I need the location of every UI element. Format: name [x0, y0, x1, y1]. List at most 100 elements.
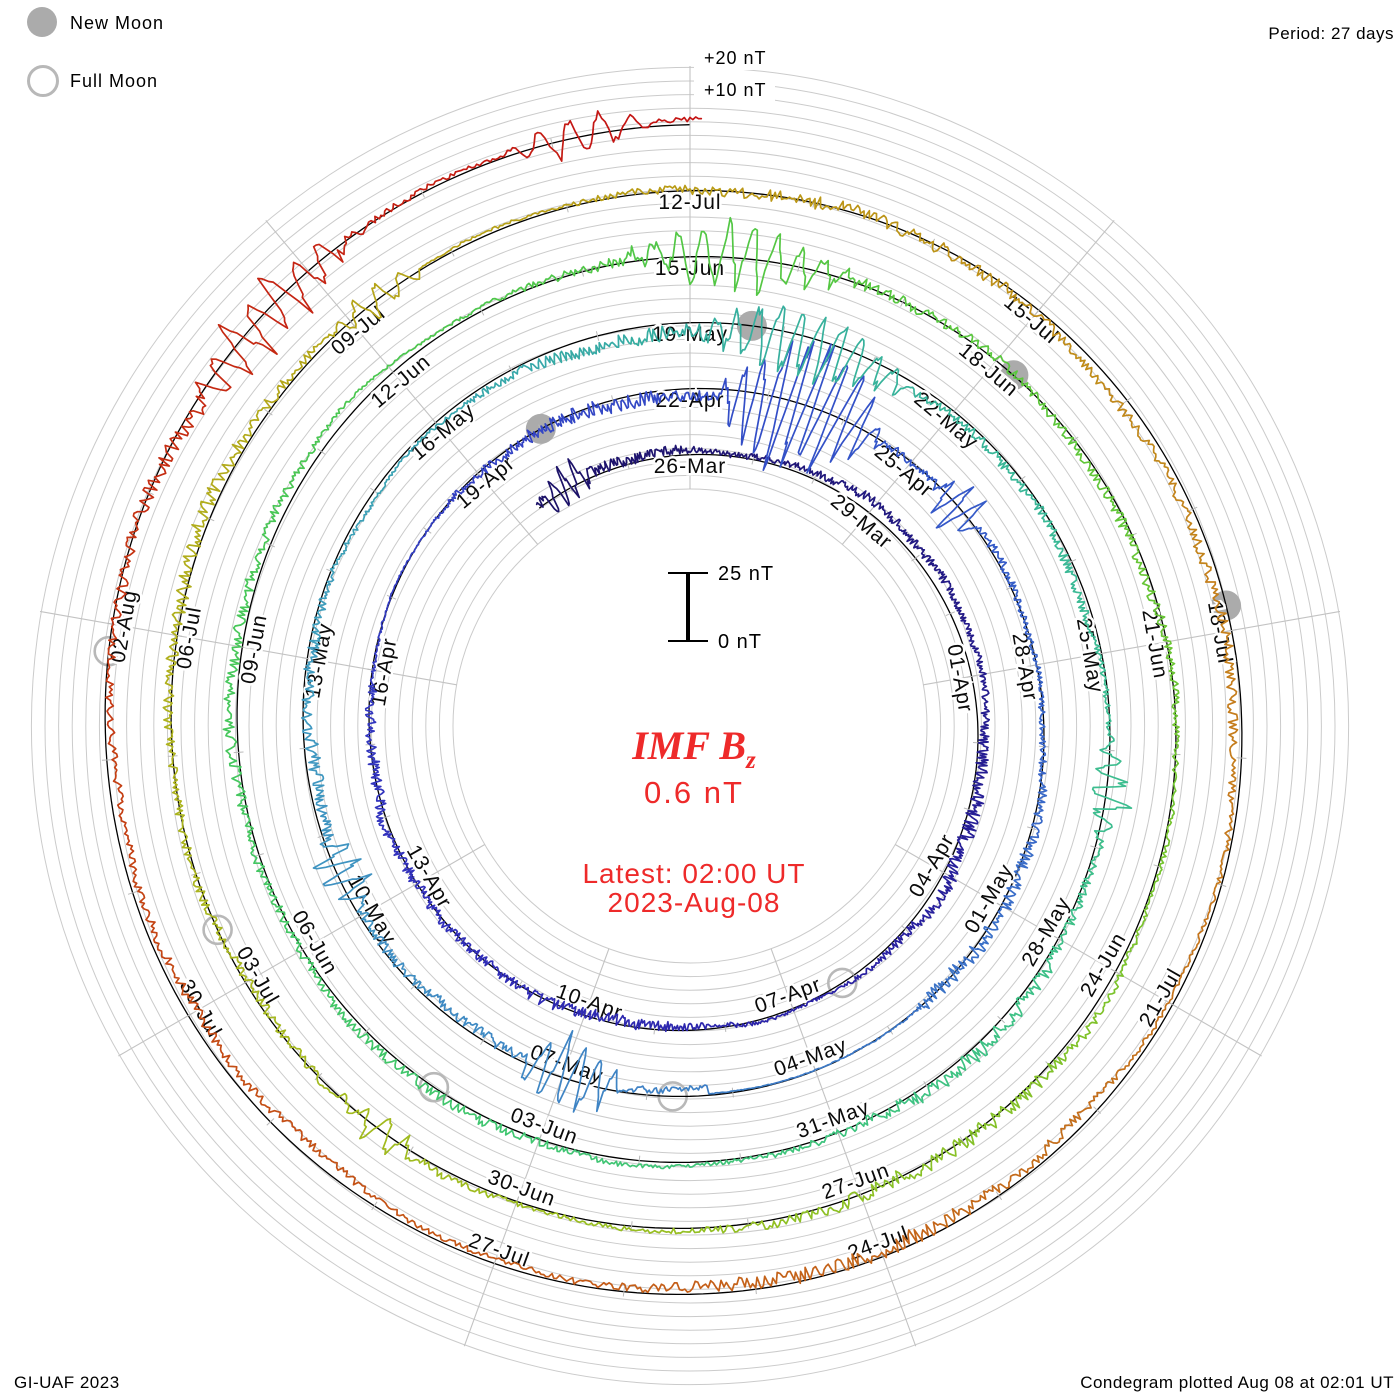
day-tick — [127, 890, 138, 895]
bz-trace-segment — [1037, 1001, 1106, 1080]
bz-trace-segment — [797, 465, 854, 492]
day-tick — [901, 925, 910, 933]
bz-trace-segment — [661, 377, 729, 404]
bz-trace-segment — [669, 216, 761, 297]
day-tick — [622, 1286, 625, 1297]
full-moon-marker — [202, 914, 233, 946]
day-tick — [945, 611, 955, 617]
bz-trace-segment — [285, 931, 338, 1010]
day-tick — [362, 1027, 371, 1035]
bz-trace-segment — [915, 465, 979, 529]
bz-trace-segment — [200, 904, 260, 994]
latest-time: Latest: 02:00 UT — [582, 858, 806, 889]
bz-trace-segment — [367, 760, 387, 827]
scale-top-label: 25 nT — [718, 563, 775, 585]
bz-trace-segment — [732, 1008, 793, 1029]
bz-trace-segment — [424, 218, 523, 266]
bz-trace-segment — [979, 672, 991, 735]
date-label: 16-May — [407, 399, 480, 465]
bz-trace-segment — [336, 264, 427, 329]
bz-trace-segment — [790, 983, 848, 1012]
bz-trace-segment — [206, 406, 272, 495]
bz-trace-segment — [951, 915, 1004, 975]
day-tick — [626, 459, 630, 470]
day-tick — [317, 448, 326, 455]
bz-trace-segment — [770, 1057, 841, 1085]
bz-trace-segment — [936, 1166, 1034, 1228]
bz-trace-segment — [1105, 994, 1174, 1085]
legend-new-moon-label: New Moon — [70, 13, 165, 33]
bz-trace-segment — [169, 963, 231, 1064]
date-label: 04-May — [771, 1034, 850, 1082]
bz-trace-segment — [839, 1021, 904, 1060]
bz-trace-segment — [1026, 637, 1045, 709]
bz-trace-segment — [625, 323, 706, 347]
bz-trace-segment — [703, 305, 786, 366]
bz-trace-segment — [646, 1158, 736, 1170]
bz-trace-segment — [837, 200, 938, 253]
day-tick — [302, 657, 313, 660]
bz-trace-segment — [249, 488, 289, 578]
bz-trace-segment — [874, 1138, 968, 1192]
day-tick — [1066, 559, 1077, 564]
bz-trace-segment — [1102, 383, 1170, 472]
day-tick — [371, 1201, 378, 1211]
bz-trace-segment — [408, 301, 491, 352]
bz-trace-segment — [623, 1085, 700, 1095]
day-tick — [474, 469, 482, 478]
day-tick — [858, 1189, 863, 1200]
bz-trace-segment — [558, 1146, 648, 1169]
bz-trace-segment — [1029, 303, 1105, 385]
bz-trace-segment — [1212, 785, 1237, 895]
bz-trace-segment — [942, 318, 1020, 381]
bz-trace-segment — [731, 187, 839, 211]
bz-trace-segment — [679, 1219, 782, 1234]
day-tick — [1123, 397, 1132, 404]
day-tick — [254, 853, 264, 857]
bz-trace-segment — [847, 405, 917, 468]
bz-trace-segment — [228, 758, 257, 850]
bz-trace-segment — [624, 184, 734, 198]
bz-trace-segment — [779, 343, 876, 474]
bz-trace-segment — [107, 742, 135, 859]
bz-trace-segment — [552, 1029, 626, 1113]
grid-spoke — [894, 844, 1262, 1057]
day-tick — [992, 356, 1000, 365]
bz-trace-segment — [400, 1065, 478, 1121]
bz-trace-segment — [329, 504, 374, 574]
bz-trace-segment — [1099, 669, 1115, 756]
date-label: 31-May — [794, 1096, 873, 1144]
bz-trace-segment — [853, 278, 945, 323]
day-tick — [355, 913, 365, 920]
bz-trace-segment — [481, 1190, 581, 1224]
bz-trace-segment — [1091, 753, 1133, 839]
date-label: 19-May — [652, 323, 728, 346]
bz-trace-segment — [697, 1083, 773, 1095]
bz-trace-segment — [1103, 911, 1149, 1004]
bz-trace-segment — [633, 444, 690, 465]
bz-trace-segment — [105, 625, 118, 745]
bz-trace-segment — [396, 1213, 503, 1261]
bz-trace-segment — [851, 356, 931, 404]
bz-trace-segment — [381, 824, 416, 883]
bz-trace-segment — [454, 123, 569, 173]
bz-trace-segment — [312, 798, 362, 870]
baseline-spiral — [104, 124, 1243, 1296]
date-label: 15-Jul — [999, 290, 1062, 348]
new-moon-icon — [27, 7, 57, 37]
bz-trace-segment — [895, 519, 938, 567]
day-tick — [410, 982, 419, 990]
bz-trace-segment — [551, 999, 615, 1022]
bz-trace-segment — [250, 847, 290, 933]
grid-spoke — [841, 220, 1115, 545]
day-tick — [386, 594, 397, 600]
bz-trace-segment — [316, 1072, 393, 1156]
date-label: 21-Jul — [1135, 965, 1187, 1031]
bz-trace-segment — [481, 429, 539, 474]
day-tick — [240, 979, 250, 986]
bz-trace-segment — [936, 242, 1032, 307]
bz-trace-segment — [229, 575, 256, 669]
day-tick — [183, 1012, 193, 1019]
bz-trace-segment — [1159, 623, 1180, 722]
date-label: 22-Apr — [655, 389, 724, 412]
